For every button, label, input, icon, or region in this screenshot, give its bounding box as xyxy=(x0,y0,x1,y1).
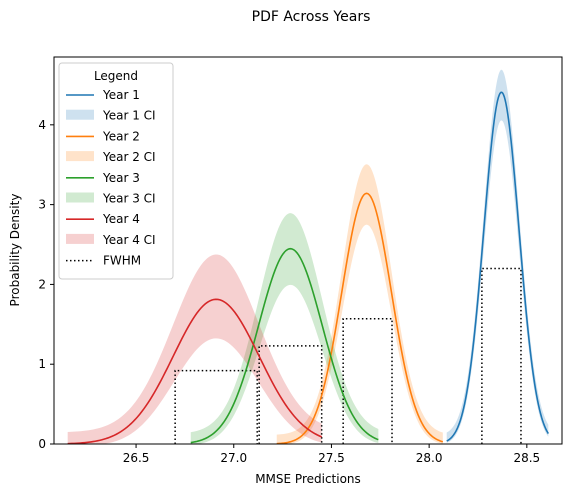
chart-title: PDF Across Years xyxy=(252,9,371,25)
legend-box xyxy=(58,62,174,280)
ci-band-year-2 xyxy=(276,164,443,444)
legend-swatch-ci xyxy=(66,151,94,162)
y-tick-label: 1 xyxy=(38,357,46,371)
legend-entry-label: Year 1 CI xyxy=(102,109,156,123)
legend: Legend Year 1 Year 1 CI Year 2 Year 2 CI Year… xyxy=(58,62,174,280)
legend-swatch-ci xyxy=(66,192,94,203)
x-tick-label: 27.5 xyxy=(318,451,345,465)
plot-area-frame xyxy=(53,56,563,445)
legend-swatch-ci xyxy=(66,109,94,120)
series-line-layer xyxy=(67,91,550,445)
legend-entry-label: Year 2 CI xyxy=(102,150,156,164)
x-tick-label: 27.0 xyxy=(220,451,247,465)
legend-entry-label: Year 3 CI xyxy=(102,192,156,206)
x-tick-label: 26.5 xyxy=(123,451,150,465)
ci-band-year-4 xyxy=(67,254,322,444)
x-tick-label: 28.5 xyxy=(513,451,540,465)
ci-band-year-3 xyxy=(190,213,379,444)
series-line-year-3 xyxy=(190,247,379,444)
series-line-year-4 xyxy=(67,298,322,445)
fwhm-box-year-3 xyxy=(258,345,323,444)
fwhm-box-year-4 xyxy=(174,369,258,444)
y-tick-label: 0 xyxy=(38,437,46,451)
legend-swatch-ci xyxy=(66,233,94,244)
legend-entry-label: Year 1 xyxy=(102,88,140,102)
fwhm-layer xyxy=(174,267,522,444)
y-tick-label: 2 xyxy=(38,277,46,291)
y-axis-ticks: 0 1 2 3 4 xyxy=(38,118,54,451)
legend-entry-label: Year 4 CI xyxy=(102,233,156,247)
series-line-year-2 xyxy=(276,192,444,445)
x-axis-label: MMSE Predictions xyxy=(255,472,361,486)
legend-entry-label: Year 4 xyxy=(102,212,140,226)
x-axis-ticks: 26.5 27.0 27.5 28.0 28.5 xyxy=(123,444,540,465)
series-line-year-1 xyxy=(446,91,550,442)
legend-entry-label: Year 3 xyxy=(102,171,140,185)
y-axis-label: Probability Density xyxy=(8,194,22,307)
legend-title: Legend xyxy=(94,69,138,83)
fwhm-box-year-1 xyxy=(481,267,522,444)
legend-entry-label: Year 2 xyxy=(102,129,140,143)
fwhm-box-year-2 xyxy=(342,317,393,444)
legend-entry-label: FWHM xyxy=(103,254,141,268)
ci-band-year-1 xyxy=(446,69,549,443)
y-tick-label: 4 xyxy=(38,118,46,132)
y-tick-label: 3 xyxy=(38,198,46,212)
x-tick-label: 28.0 xyxy=(416,451,443,465)
